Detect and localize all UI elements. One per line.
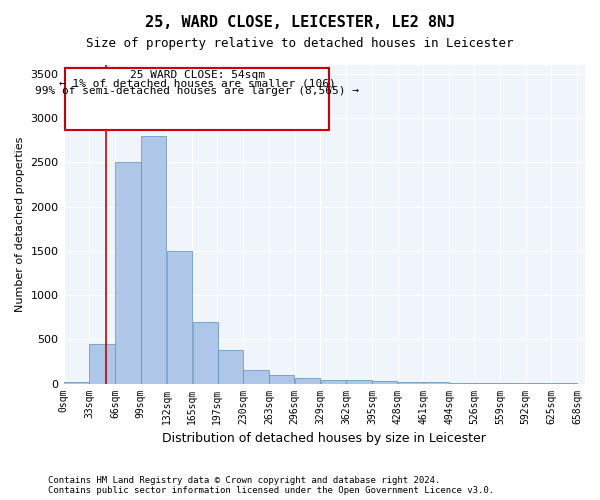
- Bar: [320, 380, 346, 384]
- Bar: [269, 375, 295, 384]
- Y-axis label: Number of detached properties: Number of detached properties: [15, 136, 25, 312]
- Bar: [449, 382, 475, 384]
- Bar: [141, 136, 166, 384]
- Bar: [167, 251, 192, 384]
- FancyBboxPatch shape: [65, 68, 329, 130]
- Bar: [398, 382, 423, 384]
- Bar: [218, 350, 243, 384]
- Text: 25, WARD CLOSE, LEICESTER, LE2 8NJ: 25, WARD CLOSE, LEICESTER, LE2 8NJ: [145, 15, 455, 30]
- Bar: [475, 383, 500, 384]
- Bar: [243, 370, 269, 384]
- Text: Size of property relative to detached houses in Leicester: Size of property relative to detached ho…: [86, 38, 514, 51]
- Text: 99% of semi-detached houses are larger (8,565) →: 99% of semi-detached houses are larger (…: [35, 86, 359, 96]
- Bar: [193, 322, 218, 384]
- Bar: [295, 378, 320, 384]
- Bar: [89, 344, 115, 384]
- Bar: [115, 162, 140, 384]
- Bar: [346, 380, 371, 384]
- Text: Contains public sector information licensed under the Open Government Licence v3: Contains public sector information licen…: [48, 486, 494, 495]
- Text: 25 WARD CLOSE: 54sqm: 25 WARD CLOSE: 54sqm: [130, 70, 265, 81]
- X-axis label: Distribution of detached houses by size in Leicester: Distribution of detached houses by size …: [163, 432, 486, 445]
- Bar: [64, 382, 89, 384]
- Bar: [372, 381, 397, 384]
- Bar: [424, 382, 449, 384]
- Text: Contains HM Land Registry data © Crown copyright and database right 2024.: Contains HM Land Registry data © Crown c…: [48, 476, 440, 485]
- Text: ← 1% of detached houses are smaller (106): ← 1% of detached houses are smaller (106…: [59, 78, 335, 88]
